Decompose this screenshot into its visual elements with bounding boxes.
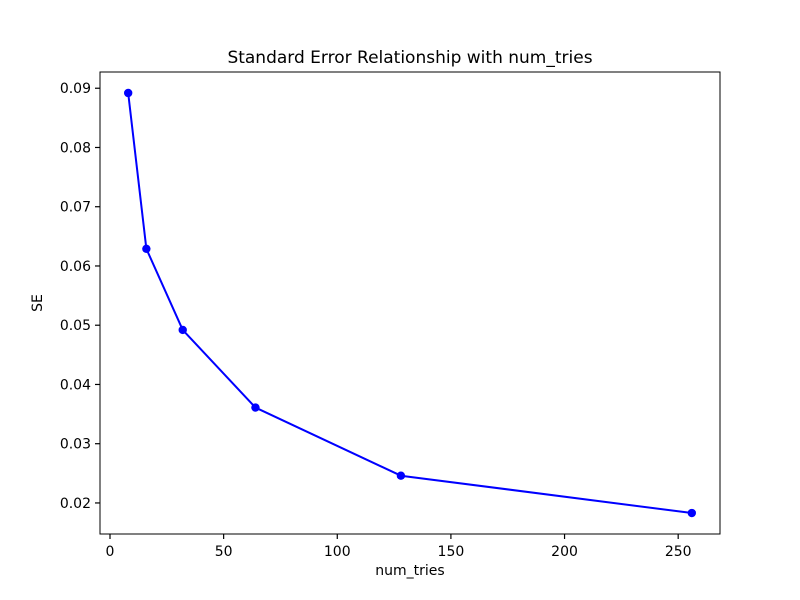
data-point [251, 403, 260, 412]
x-tick-label: 200 [551, 544, 578, 560]
x-tick-label: 0 [106, 544, 115, 560]
data-line [127, 91, 693, 515]
y-tick-label: 0.03 [60, 437, 91, 453]
chart-title: Standard Error Relationship with num_tri… [227, 48, 592, 68]
y-tick-label: 0.07 [60, 200, 91, 216]
y-tick-label: 0.04 [60, 377, 91, 393]
x-tick-label: 50 [215, 544, 233, 560]
y-tick-label: 0.08 [60, 140, 91, 156]
y-axis-label: SE [30, 294, 46, 312]
y-tick-label: 0.06 [60, 259, 91, 275]
x-axis-label: num_tries [375, 563, 444, 579]
x-tick-label: 100 [324, 544, 351, 560]
y-tick-label: 0.09 [60, 81, 91, 97]
y-tick-label: 0.02 [60, 496, 91, 512]
data-point [687, 508, 697, 518]
plot-area: 0 50 100 150 200 250 0.02 0.03 0.04 0.05 0.06 0.07 0… [60, 71, 721, 560]
x-tick-label: 250 [665, 544, 692, 560]
plot-frame [99, 71, 721, 535]
data-point [123, 88, 133, 98]
x-tick-label: 150 [438, 544, 465, 560]
data-point [142, 244, 151, 253]
data-point [178, 325, 187, 335]
data-point [396, 471, 406, 480]
y-tick-label: 0.05 [60, 318, 91, 334]
